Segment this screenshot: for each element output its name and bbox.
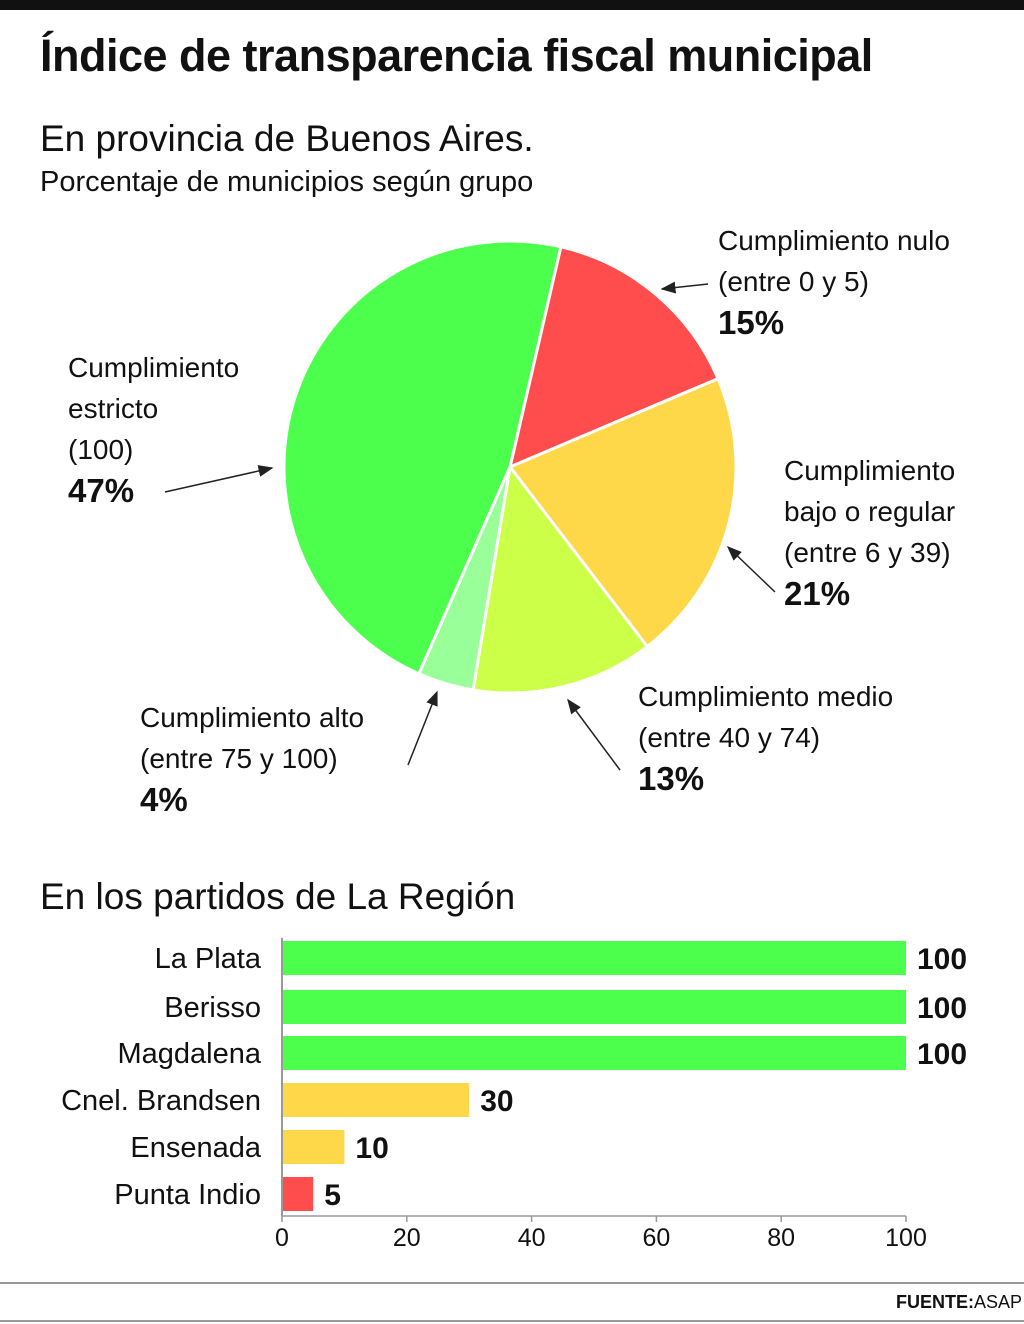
label-range: (entre 75 y 100) [140,743,338,774]
x-tick-label: 40 [518,1224,546,1252]
bar-category-label: Cnel. Brandsen [61,1085,261,1117]
bar-category-label: Punta Indio [114,1179,261,1211]
bar-3 [282,1083,470,1117]
pie-label-medio: Cumplimiento medio (entre 40 y 74) 13% [638,676,893,799]
source-value: ASAP [973,1292,1022,1312]
bar-4 [282,1130,345,1164]
bar-2 [282,1036,906,1070]
bar-value-label: 30 [480,1085,513,1118]
bar-category-label: Berisso [164,992,261,1024]
pie-slice-4 [282,239,563,676]
top-bar [0,0,1024,10]
label-name: Cumplimiento nulo [718,225,950,256]
data-label: 4% [140,781,188,818]
bar-0 [282,941,906,975]
label-range: (entre 40 y 74) [638,722,821,753]
x-tick-label: 100 [885,1224,927,1252]
bar-value-label: 100 [917,1038,967,1071]
pie-slice-2 [471,463,650,695]
pie-slice-1 [507,376,738,649]
source-label: FUENTE: [895,1292,974,1312]
arrow-estricto [164,465,274,493]
source-note: FUENTE:ASAP [896,1292,1022,1313]
x-tick-label: 0 [275,1224,289,1252]
label-range: (entre 6 y 39) [784,537,951,568]
pie-label-estricto: Cumplimiento estricto (100) 47% [68,347,268,511]
bar-category-label: Magdalena [118,1038,262,1070]
label-name: Cumplimiento estricto [68,352,240,424]
arrow-bajo [726,545,776,593]
pie-label-alto: Cumplimiento alto (entre 75 y 100) 4% [140,697,364,820]
label-range: (entre 0 y 5) [718,266,869,297]
label-name: Cumplimiento bajo o regular [784,455,956,527]
bar-5 [282,1177,314,1211]
data-label: 13% [638,760,705,797]
bar-value-label: 100 [917,943,967,976]
divider-bottom [0,1320,1024,1322]
x-tick-label: 20 [393,1224,421,1252]
label-name: Cumplimiento alto [140,702,365,733]
pie-description: Porcentaje de municipios según grupo [40,166,534,198]
data-label: 21% [784,575,851,612]
bar-chart-title: En los partidos de La Región [40,876,516,917]
label-range: (100) [68,434,134,465]
bar-value-label: 5 [324,1179,341,1212]
pie-slice-0 [507,244,721,470]
x-tick-label: 80 [767,1224,795,1252]
bar-1 [282,990,906,1024]
pie-subtitle: En provincia de Buenos Aires. [40,118,534,159]
bar-category-label: Ensenada [130,1132,261,1164]
arrow-alto [407,690,438,766]
arrow-medio [567,698,621,771]
data-label: 47% [68,472,135,509]
bar-category-label: La Plata [155,943,262,975]
data-label: 15% [718,304,785,341]
pie-label-nulo: Cumplimiento nulo (entre 0 y 5) 15% [718,220,950,343]
label-name: Cumplimiento medio [638,681,894,712]
pie-label-bajo: Cumplimiento bajo o regular (entre 6 y 3… [784,450,1004,614]
bar-value-label: 100 [917,992,967,1025]
chart-title: Índice de transparencia fiscal municipal [40,30,873,81]
x-tick-label: 60 [642,1224,670,1252]
bar-value-label: 10 [355,1132,388,1165]
divider [0,1282,1024,1284]
arrow-nulo [660,281,709,294]
